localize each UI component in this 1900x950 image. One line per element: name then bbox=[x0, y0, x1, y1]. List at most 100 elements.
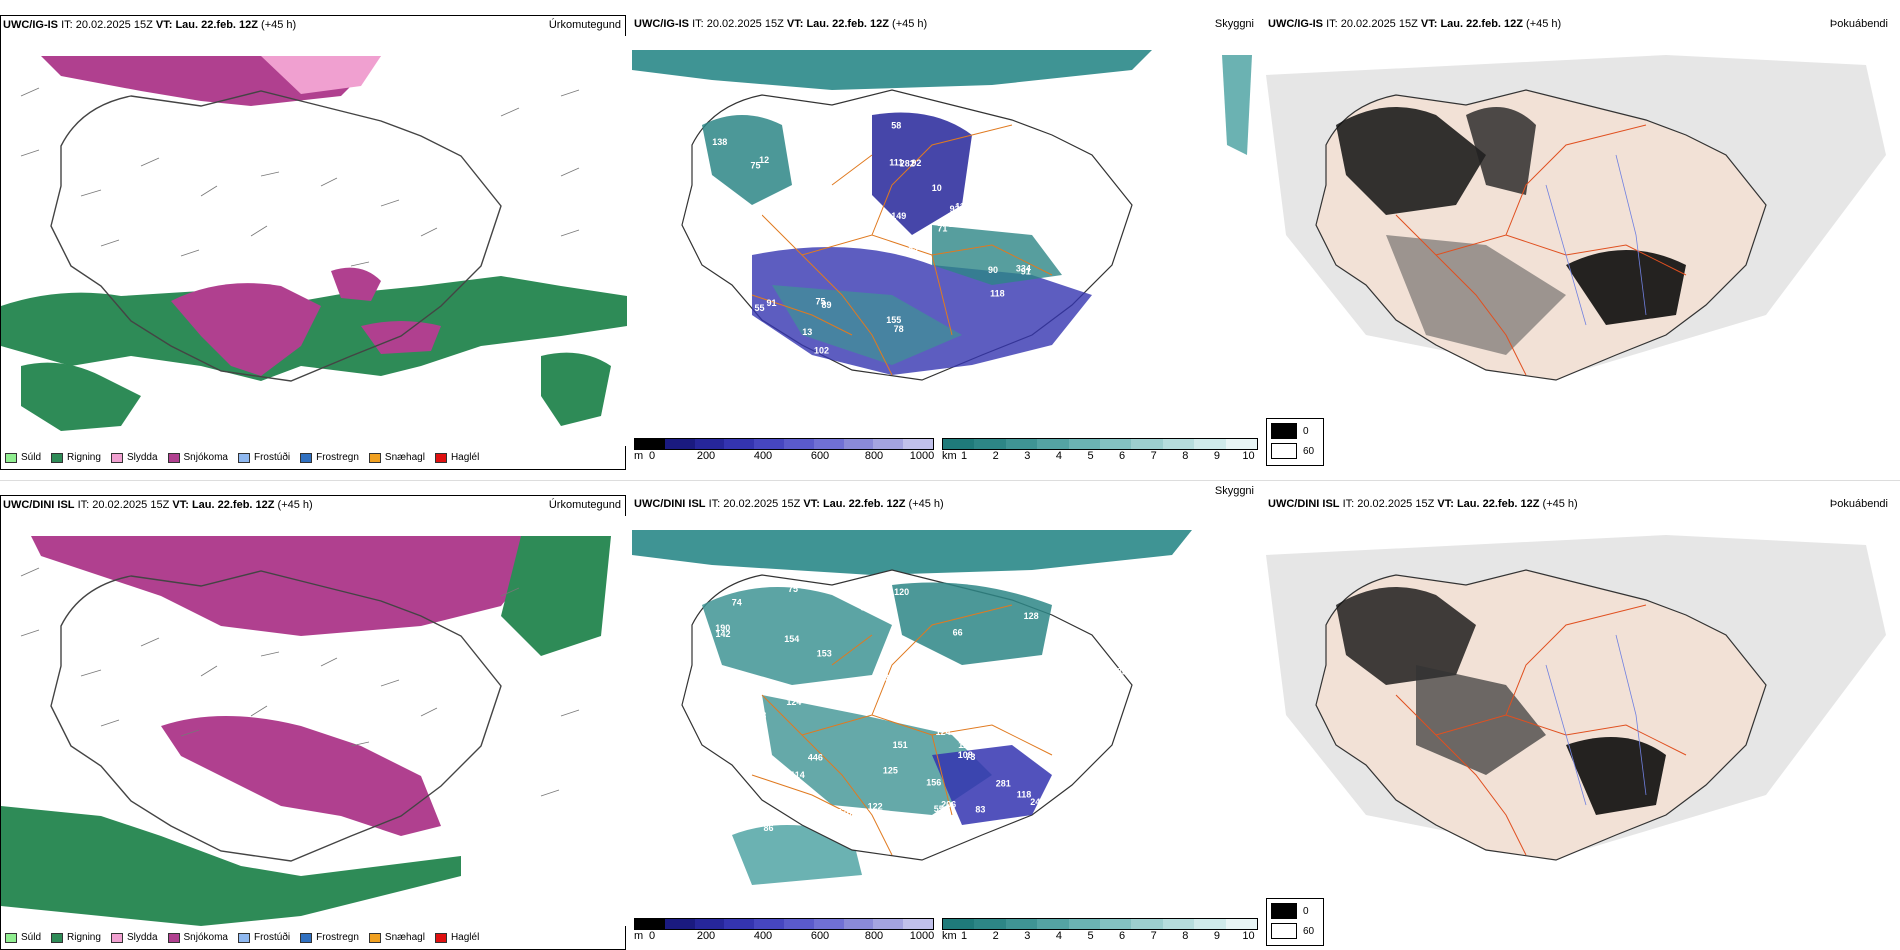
visibility-tick: 9 bbox=[1213, 450, 1220, 462]
cloudbase-value-label: 155 bbox=[886, 315, 901, 325]
cloudbase-value-label: 102 bbox=[814, 346, 829, 356]
visibility-tick: 4 bbox=[1055, 450, 1062, 462]
cloudbase-tick: 400 bbox=[753, 930, 773, 942]
cloudbase-value-label: 85 bbox=[1117, 667, 1127, 677]
cloudbase-value-label: 222 bbox=[875, 579, 890, 589]
cloudbase-value-label: 89 bbox=[822, 300, 832, 310]
cloudbase-value-label: 347 bbox=[886, 674, 901, 684]
visibility-tick: 2 bbox=[992, 450, 999, 462]
precip-type-panel-bottom: UWC/DINI ISL IT: 20.02.2025 15Z VT: Lau.… bbox=[0, 495, 627, 950]
cloudbase-value-label: 56 bbox=[883, 673, 893, 683]
cloudbase-value-label: 57 bbox=[884, 653, 894, 663]
cloudbase-value-label: 10 bbox=[932, 183, 942, 193]
visibility-colorbar: km 1 2 3 4 5 6 7 8 9 10 bbox=[942, 438, 1258, 466]
precip-legend: Súld Rigning Slydda Snjókoma Frostúði Fr… bbox=[5, 452, 479, 463]
legend-swatch bbox=[300, 452, 313, 463]
panel-title: Þokuábendi bbox=[1829, 498, 1888, 510]
cloudbase-value-label: 83 bbox=[975, 805, 985, 815]
cloudbase-value-label: 78 bbox=[1078, 166, 1088, 176]
cloudbase-value-label: 58 bbox=[891, 120, 901, 130]
cloudbase-value-label: 76 bbox=[1068, 832, 1078, 842]
legend-item: Frostúði bbox=[237, 452, 290, 463]
visibility-tick: 8 bbox=[1182, 930, 1189, 942]
cloudbase-value-label: 75 bbox=[816, 296, 826, 306]
cloud-panel-top: UWC/IG-IS IT: 20.02.2025 15Z VT: Lau. 22… bbox=[632, 15, 1258, 470]
cloudbase-tick: 1000 bbox=[909, 930, 935, 942]
cloudbase-value-label: 111 bbox=[955, 202, 969, 212]
cloudbase-value-label: 576 bbox=[837, 808, 852, 818]
cloudbase-value-label: 108 bbox=[958, 750, 973, 760]
cloudbase-value-label: 124 bbox=[786, 697, 801, 707]
cloudbase-value-label: 142 bbox=[716, 629, 731, 639]
cloudbase-value-label: 156 bbox=[926, 778, 941, 788]
cloudbase-value-label: 107 bbox=[984, 138, 999, 148]
legend-item: Snjókoma bbox=[167, 452, 228, 463]
legend-item: Rigning bbox=[51, 452, 101, 463]
cloudbase-value-label: 82 bbox=[731, 734, 741, 744]
panel-header: UWC/DINI ISL IT: 20.02.2025 15Z VT: Lau.… bbox=[1268, 498, 1578, 510]
cloudbase-value-label: 125 bbox=[883, 766, 898, 776]
cloudbase-value-label: 116 bbox=[813, 819, 828, 829]
cloudbase-value-label: 160 bbox=[1048, 588, 1063, 598]
cloud-panel-bottom: UWC/DINI ISL IT: 20.02.2025 15Z VT: Lau.… bbox=[632, 485, 1258, 950]
legend-item: Slydda bbox=[110, 932, 158, 943]
cloudbase-value-label: 118 bbox=[1017, 790, 1032, 800]
precip-type-panel-top: UWC/IG-IS IT: 20.02.2025 15Z VT: Lau. 22… bbox=[0, 15, 627, 470]
cloudbase-value-label: 118 bbox=[990, 289, 1005, 299]
cloudbase-value-label: 113 bbox=[740, 355, 755, 365]
cloudbase-value-label: 146 bbox=[838, 190, 853, 200]
visibility-bar bbox=[942, 918, 1258, 930]
cloudbase-value-label: 120 bbox=[894, 587, 909, 597]
fog-key-high: 60 bbox=[1303, 445, 1315, 457]
cloud-map: 103 120 153 95 190 76 128 66 57 160 566 341 222 142 15… bbox=[632, 515, 1258, 910]
cloudbase-value-label: 109 bbox=[735, 338, 750, 348]
cloudbase-bar bbox=[634, 438, 934, 450]
legend-item: Rigning bbox=[51, 932, 101, 943]
cloudbase-value-label: 92 bbox=[911, 158, 921, 168]
cloudbase-value-label: 115 bbox=[774, 353, 789, 363]
cloudbase-value-label: 128 bbox=[1024, 611, 1039, 621]
fog-key: 0 60 bbox=[1266, 418, 1324, 466]
legend-item: Snjókoma bbox=[167, 932, 228, 943]
cloudbase-value-label: 124 bbox=[936, 727, 951, 737]
cloudbase-colorbar: m 0 200 400 600 800 1000 bbox=[634, 918, 934, 946]
cloudbase-value-label: 98 bbox=[722, 204, 732, 214]
cloudbase-value-label: 114 bbox=[790, 770, 805, 780]
cloudbase-value-label: 71 bbox=[937, 224, 947, 234]
panel-header: UWC/DINI ISL IT: 20.02.2025 15Z VT: Lau.… bbox=[3, 499, 313, 511]
cloudbase-value-label: 566 bbox=[906, 687, 921, 697]
legend-item: Snæhagl bbox=[368, 932, 425, 943]
cloudbase-tick: 200 bbox=[696, 450, 716, 462]
cloudbase-value-label: 243 bbox=[1030, 797, 1045, 807]
fog-key-high-swatch bbox=[1271, 923, 1297, 939]
visibility-tick: 8 bbox=[1182, 450, 1189, 462]
visibility-unit: km bbox=[942, 450, 957, 462]
cloudbase-value-label: 444 bbox=[705, 790, 720, 800]
cloudbase-value-label: 341 bbox=[1023, 731, 1038, 741]
fog-key: 0 60 bbox=[1266, 898, 1324, 946]
cloudbase-value-label: 13 bbox=[802, 327, 812, 337]
cloudbase-tick: 400 bbox=[753, 450, 773, 462]
cloudbase-value-label: 91 bbox=[767, 298, 777, 308]
visibility-bar bbox=[942, 438, 1258, 450]
legend-item: Súld bbox=[5, 932, 41, 943]
cloudbase-value-label: 156 bbox=[983, 688, 998, 698]
cloudbase-value-label: 74 bbox=[753, 213, 763, 223]
cloudbase-value-label: 92 bbox=[950, 204, 960, 214]
cloudbase-tick: 600 bbox=[810, 450, 830, 462]
panel-title: Úrkomutegund bbox=[548, 499, 621, 511]
cloudbase-value-label: 153 bbox=[817, 648, 832, 658]
cloudbase-value-label: 154 bbox=[784, 634, 799, 644]
cloudbase-value-label: 55 bbox=[934, 804, 944, 814]
cloudbase-value-label: 138 bbox=[712, 137, 727, 147]
panel-header: UWC/DINI ISL IT: 20.02.2025 15Z VT: Lau.… bbox=[634, 498, 944, 510]
cloudbase-value-label: 148 bbox=[1118, 817, 1133, 827]
cloudbase-value-label: 83 bbox=[908, 243, 918, 253]
cloudbase-value-label: 182 bbox=[952, 692, 967, 702]
legend-swatch bbox=[237, 932, 250, 943]
visibility-tick: 7 bbox=[1150, 450, 1157, 462]
visibility-tick: 10 bbox=[1242, 930, 1255, 942]
precip-map bbox=[1, 36, 627, 446]
visibility-tick: 6 bbox=[1119, 930, 1126, 942]
legend-swatch bbox=[5, 932, 17, 943]
